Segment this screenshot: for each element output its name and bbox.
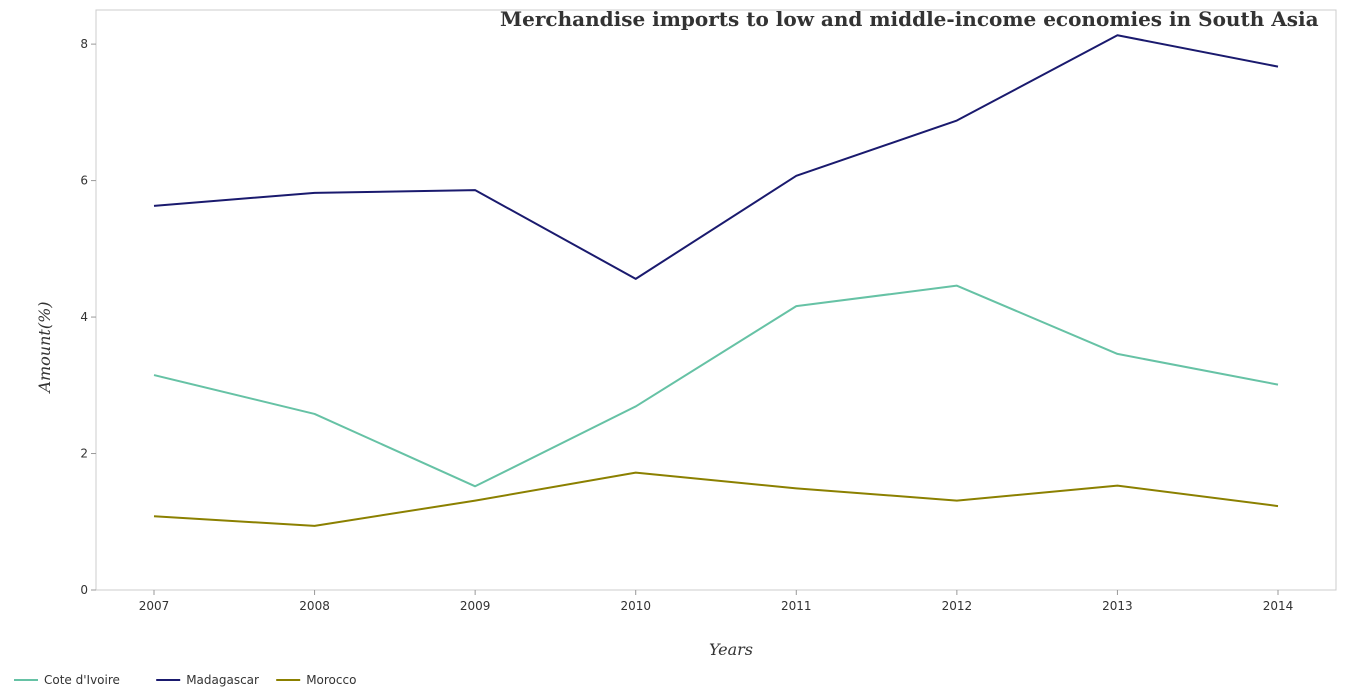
plot-border (95, 9, 1337, 591)
x-tick-label: 2010 (620, 599, 651, 613)
legend: Cote d'Ivoire Madagascar Morocco (14, 673, 356, 687)
x-tick-label: 2014 (1263, 599, 1294, 613)
legend-label: Morocco (306, 673, 356, 687)
series-line-2 (153, 34, 1279, 280)
y-tick-label: 4 (80, 310, 88, 324)
plot-area (95, 9, 1337, 591)
x-tick-label: 2007 (139, 599, 170, 613)
x-tick-label: 2011 (781, 599, 812, 613)
y-axis: 0 2 4 6 8 (80, 37, 96, 597)
y-tick-label: 0 (80, 583, 88, 597)
legend-label: Cote d'Ivoire (44, 673, 120, 687)
chart-title: Merchandise imports to low and middle-in… (500, 7, 1319, 31)
y-axis-label: Amount(%) (35, 301, 54, 394)
series-line-3 (153, 471, 1279, 527)
x-tick-label: 2013 (1102, 599, 1133, 613)
series-layer (153, 34, 1279, 527)
y-tick-label: 8 (80, 37, 88, 51)
x-axis: 2007 2008 2009 2010 2011 2012 2013 2014 (139, 590, 1294, 613)
series-line-1 (153, 284, 1279, 488)
x-tick-label: 2012 (942, 599, 973, 613)
x-tick-label: 2009 (460, 599, 491, 613)
legend-label: Madagascar (186, 673, 259, 687)
x-tick-label: 2008 (299, 599, 330, 613)
y-tick-label: 6 (80, 174, 88, 188)
y-tick-label: 2 (80, 447, 88, 461)
x-axis-label: Years (709, 640, 753, 659)
